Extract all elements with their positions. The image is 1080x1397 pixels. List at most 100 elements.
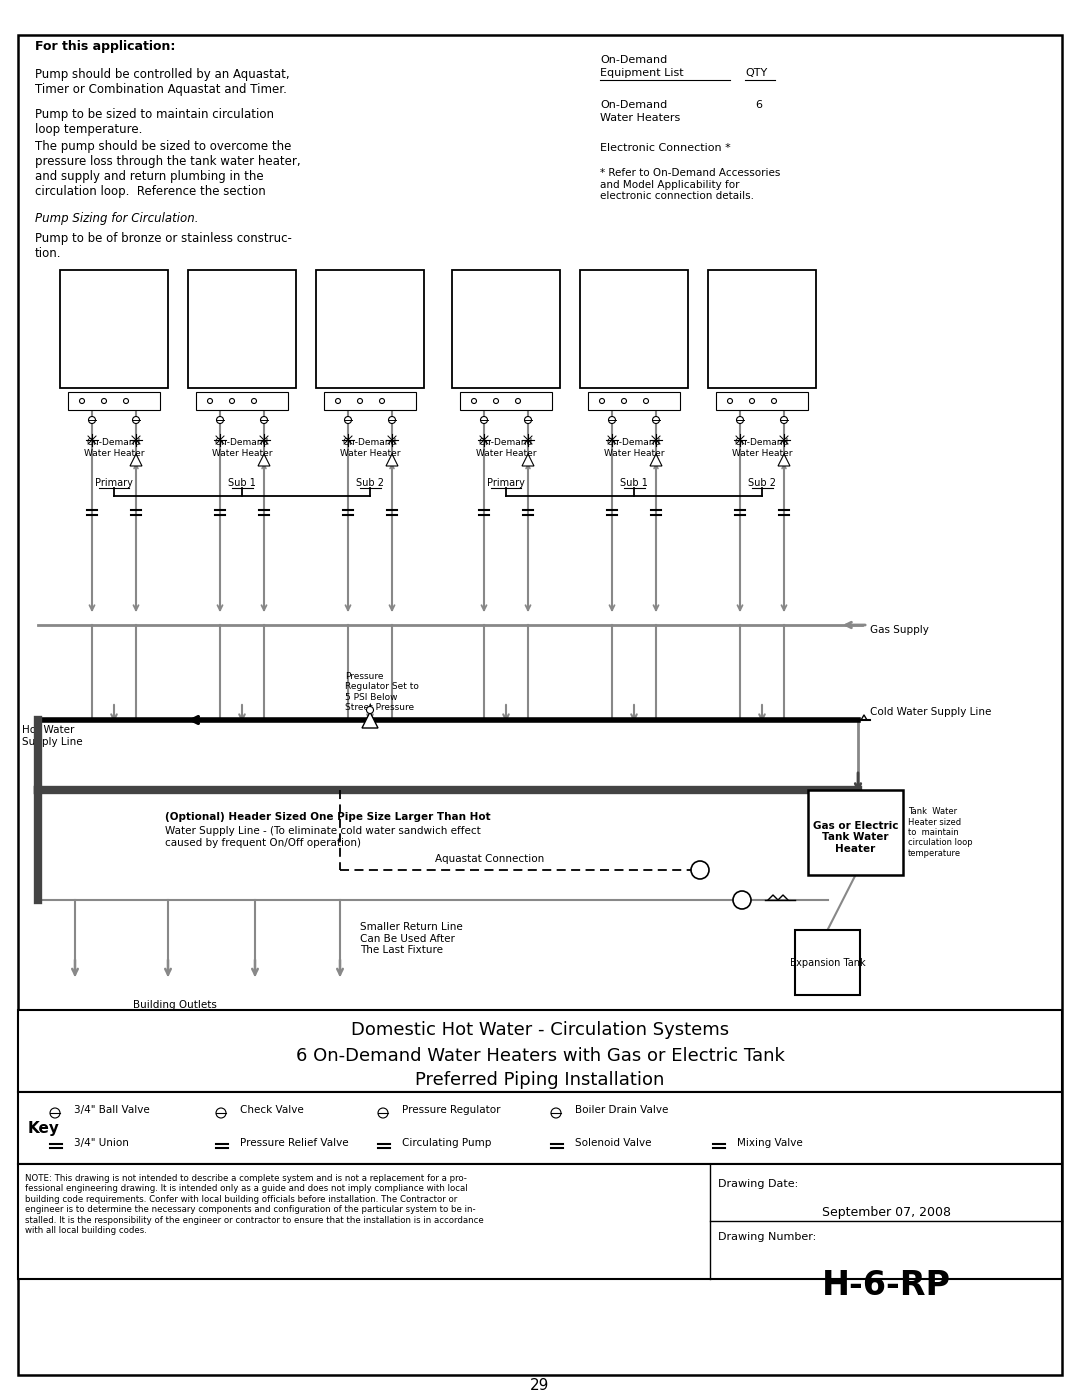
- Polygon shape: [258, 454, 270, 467]
- Bar: [68, 393, 160, 409]
- Text: Pressure
Regulator Set to
5 PSI Below
Street Pressure: Pressure Regulator Set to 5 PSI Below St…: [345, 672, 419, 712]
- Text: Tank  Water
Heater sized
to  maintain
circulation loop
temperature: Tank Water Heater sized to maintain circ…: [908, 807, 973, 858]
- Text: * Refer to On-Demand Accessories
and Model Applicability for
electronic connecti: * Refer to On-Demand Accessories and Mod…: [600, 168, 781, 201]
- Circle shape: [80, 398, 84, 404]
- Text: 3/4" Ball Valve: 3/4" Ball Valve: [75, 1105, 150, 1115]
- Text: Circulating Pump: Circulating Pump: [402, 1139, 491, 1148]
- Circle shape: [481, 416, 487, 423]
- Text: 3/4" Union: 3/4" Union: [75, 1139, 129, 1148]
- Text: Boiler Drain Valve: Boiler Drain Valve: [575, 1105, 669, 1115]
- Text: 6: 6: [755, 101, 762, 110]
- Text: On-Demand
Water Heater: On-Demand Water Heater: [340, 439, 401, 458]
- Circle shape: [133, 416, 139, 423]
- Bar: [453, 270, 561, 388]
- Bar: [580, 270, 688, 388]
- Circle shape: [551, 1108, 561, 1118]
- Text: Water Supply Line - (To eliminate cold water sandwich effect
caused by frequent : Water Supply Line - (To eliminate cold w…: [165, 826, 481, 848]
- Text: Expansion Tank: Expansion Tank: [789, 957, 865, 968]
- Text: On-Demand: On-Demand: [600, 54, 667, 66]
- Text: September 07, 2008: September 07, 2008: [822, 1206, 950, 1220]
- Bar: [18, 1092, 1062, 1164]
- Text: Sub 2: Sub 2: [356, 478, 384, 488]
- Text: Sub 1: Sub 1: [620, 478, 648, 488]
- Circle shape: [644, 398, 648, 404]
- Circle shape: [336, 398, 340, 404]
- Bar: [316, 270, 424, 388]
- Text: Pump Sizing for Circulation.: Pump Sizing for Circulation.: [35, 212, 199, 225]
- Circle shape: [252, 398, 257, 404]
- Text: Gas or Electric
Tank Water
Heater: Gas or Electric Tank Water Heater: [813, 821, 899, 854]
- Circle shape: [345, 416, 351, 423]
- Text: 6 On-Demand Water Heaters with Gas or Electric Tank: 6 On-Demand Water Heaters with Gas or El…: [296, 1046, 784, 1065]
- Bar: [188, 270, 296, 388]
- Text: NOTE: This drawing is not intended to describe a complete system and is not a re: NOTE: This drawing is not intended to de…: [25, 1173, 484, 1235]
- Text: Sub 2: Sub 2: [748, 478, 777, 488]
- Circle shape: [515, 398, 521, 404]
- Text: On-Demand
Water Heater: On-Demand Water Heater: [84, 439, 145, 458]
- Text: H-6-RP: H-6-RP: [822, 1268, 950, 1302]
- Circle shape: [89, 416, 95, 423]
- Circle shape: [728, 398, 732, 404]
- Bar: [460, 393, 552, 409]
- Circle shape: [378, 1108, 388, 1118]
- Text: Solenoid Valve: Solenoid Valve: [575, 1139, 651, 1148]
- Circle shape: [771, 398, 777, 404]
- Bar: [195, 393, 288, 409]
- Text: Gas Supply: Gas Supply: [870, 624, 929, 636]
- Text: Hot Water
Supply Line: Hot Water Supply Line: [22, 725, 83, 746]
- Polygon shape: [778, 454, 789, 467]
- Circle shape: [389, 416, 395, 423]
- Circle shape: [525, 416, 531, 423]
- Bar: [708, 270, 816, 388]
- Text: On-Demand
Water Heater: On-Demand Water Heater: [604, 439, 664, 458]
- Text: Preferred Piping Installation: Preferred Piping Installation: [416, 1071, 664, 1090]
- Circle shape: [366, 707, 374, 714]
- Text: Sub 1: Sub 1: [228, 478, 256, 488]
- Polygon shape: [650, 454, 662, 467]
- Text: On-Demand: On-Demand: [600, 101, 667, 110]
- Circle shape: [608, 416, 616, 423]
- Text: Key: Key: [28, 1120, 59, 1136]
- Text: QTY: QTY: [745, 68, 767, 78]
- Text: Drawing Number:: Drawing Number:: [718, 1232, 816, 1242]
- Circle shape: [260, 416, 268, 423]
- Polygon shape: [362, 712, 378, 728]
- Text: Pump to be sized to maintain circulation
loop temperature.: Pump to be sized to maintain circulation…: [35, 108, 274, 136]
- Circle shape: [781, 416, 787, 423]
- Text: Electronic Connection *: Electronic Connection *: [600, 142, 731, 154]
- Circle shape: [357, 398, 363, 404]
- Text: On-Demand
Water Heater: On-Demand Water Heater: [212, 439, 272, 458]
- Text: Aquastat Connection: Aquastat Connection: [435, 854, 544, 863]
- Polygon shape: [522, 454, 534, 467]
- Bar: [795, 930, 860, 995]
- Text: 29: 29: [530, 1377, 550, 1393]
- Text: Water Heaters: Water Heaters: [600, 113, 680, 123]
- Text: Pressure Relief Valve: Pressure Relief Valve: [240, 1139, 349, 1148]
- Circle shape: [737, 416, 743, 423]
- Bar: [324, 393, 416, 409]
- Bar: [60, 270, 168, 388]
- Text: On-Demand
Water Heater: On-Demand Water Heater: [732, 439, 793, 458]
- Text: Check Valve: Check Valve: [240, 1105, 303, 1115]
- Circle shape: [379, 398, 384, 404]
- Text: (Optional) Header Sized One Pipe Size Larger Than Hot: (Optional) Header Sized One Pipe Size La…: [165, 812, 490, 821]
- Text: Primary: Primary: [95, 478, 133, 488]
- Text: Building Outlets: Building Outlets: [133, 1000, 217, 1010]
- Circle shape: [652, 416, 660, 423]
- Text: Primary: Primary: [487, 478, 525, 488]
- Text: Drawing Date:: Drawing Date:: [718, 1179, 798, 1189]
- Polygon shape: [386, 454, 399, 467]
- Circle shape: [50, 1108, 60, 1118]
- Bar: [716, 393, 808, 409]
- Bar: [18, 1164, 1062, 1280]
- Text: On-Demand
Water Heater: On-Demand Water Heater: [476, 439, 537, 458]
- Bar: [588, 393, 680, 409]
- Text: Pressure Regulator: Pressure Regulator: [402, 1105, 500, 1115]
- Text: The pump should be sized to overcome the
pressure loss through the tank water he: The pump should be sized to overcome the…: [35, 140, 300, 198]
- Text: Pump to be of bronze or stainless construc-
tion.: Pump to be of bronze or stainless constr…: [35, 232, 292, 260]
- Text: Domestic Hot Water - Circulation Systems: Domestic Hot Water - Circulation Systems: [351, 1021, 729, 1039]
- Circle shape: [494, 398, 499, 404]
- Text: Smaller Return Line
Can Be Used After
The Last Fixture: Smaller Return Line Can Be Used After Th…: [360, 922, 462, 956]
- Circle shape: [102, 398, 107, 404]
- Circle shape: [229, 398, 234, 404]
